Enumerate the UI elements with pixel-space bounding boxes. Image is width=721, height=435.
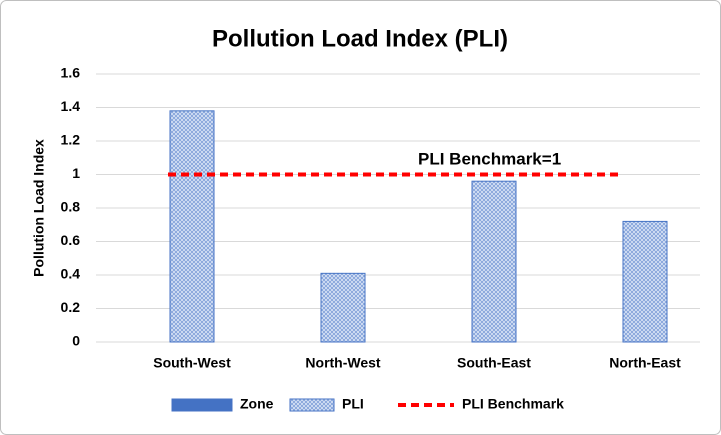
x-tick-label: North-West xyxy=(305,355,381,371)
y-tick-label: 1.6 xyxy=(61,65,81,81)
y-tick-label: 0.6 xyxy=(61,232,81,248)
y-tick-label: 1.2 xyxy=(61,132,81,148)
x-tick-label: South-East xyxy=(457,355,531,371)
y-tick-label: 0.2 xyxy=(61,299,81,315)
chart-title: Pollution Load Index (PLI) xyxy=(212,25,508,52)
y-tick-label: 0 xyxy=(72,333,80,349)
x-tick-label: South-West xyxy=(153,355,231,371)
legend-swatch xyxy=(289,398,335,412)
bar xyxy=(169,110,215,343)
legend-label: PLI xyxy=(342,396,364,412)
bar xyxy=(622,220,668,343)
y-axis-label: Pollution Load Index xyxy=(31,139,47,277)
x-tick-label: North-East xyxy=(609,355,681,371)
annotation: PLI Benchmark=1 xyxy=(418,149,561,168)
y-tick-label: 0.4 xyxy=(61,266,81,282)
legend-label: Zone xyxy=(240,396,274,412)
y-tick-label: 0.8 xyxy=(61,199,81,215)
bar xyxy=(471,180,517,343)
legend-label: PLI Benchmark xyxy=(462,396,564,412)
legend-swatch xyxy=(171,398,233,412)
y-tick-label: 1.4 xyxy=(61,98,81,114)
bar xyxy=(320,272,366,343)
y-tick-label: 1 xyxy=(72,165,80,181)
